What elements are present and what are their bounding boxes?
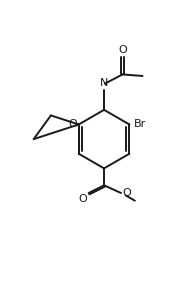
Text: N: N (100, 78, 108, 88)
Text: O: O (68, 120, 77, 130)
Text: O: O (78, 194, 87, 204)
Text: O: O (122, 188, 131, 198)
Text: Br: Br (134, 120, 146, 130)
Text: O: O (118, 45, 127, 55)
